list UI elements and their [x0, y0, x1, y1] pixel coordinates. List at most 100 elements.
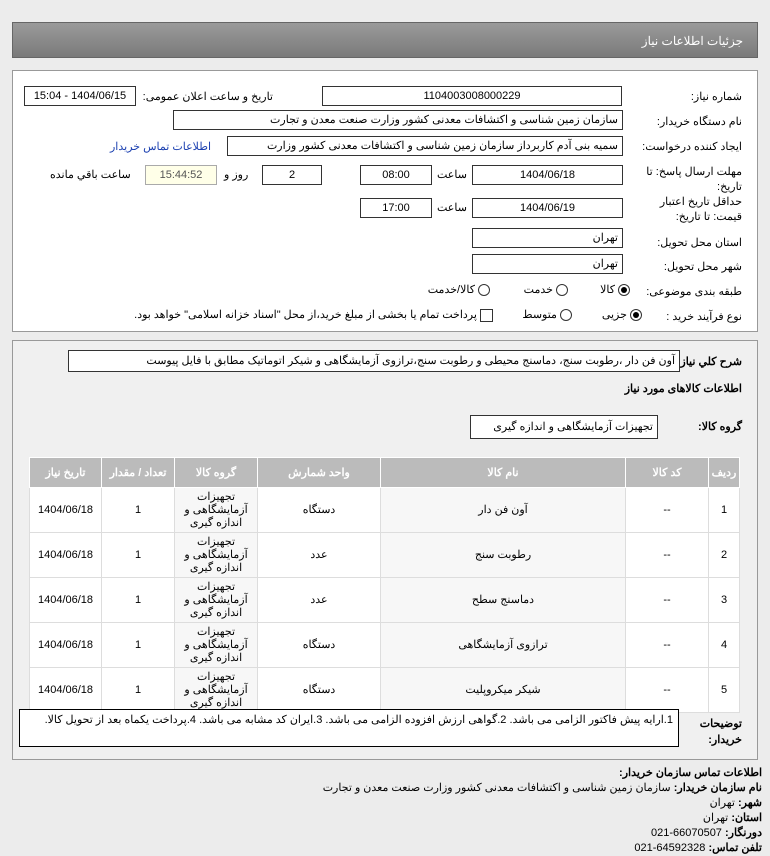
radio-icon — [560, 309, 572, 322]
deadline-label: مهلت ارسال پاسخ: تا تاریخ: — [646, 166, 742, 193]
cell-quantity: 1 — [101, 487, 175, 533]
cell-item-name: آون فن دار — [380, 487, 626, 533]
table-row: 1 -- آون فن دار دستگاه تجهیزات آزمایشگاهی و … — [29, 487, 740, 533]
contact-province: تهران — [702, 812, 729, 824]
radio-icon — [556, 284, 568, 297]
cell-unit: دستگاه — [257, 622, 381, 668]
col-row: ردیف — [708, 457, 740, 488]
col-date: تاریخ نیاز — [29, 457, 102, 488]
process-option-medium[interactable]: متوسط — [522, 308, 572, 322]
cell-item-group: تجهیزات آزمایشگاهی و اندازه گیری — [174, 487, 258, 533]
table-header-row: ردیف کد کالا نام کالا واحد شمارش گروه کا… — [29, 457, 740, 488]
page-header: جزئیات اطلاعات نیاز — [12, 22, 758, 58]
buyer-contact-link[interactable]: اطلاعات تماس خریدار — [110, 141, 212, 153]
days-field[interactable]: 2 — [262, 165, 322, 185]
cell-unit: دستگاه — [257, 667, 381, 713]
goods-table: ردیف کد کالا نام کالا واحد شمارش گروه کا… — [29, 457, 740, 713]
cell-item-code: -- — [625, 487, 709, 533]
cell-item-name: رطوبت سنج — [380, 532, 626, 578]
goods-group-field[interactable]: تجهیزات آزمایشگاهی و اندازه گیری — [470, 415, 658, 439]
cell-quantity: 1 — [101, 622, 175, 668]
cell-unit: عدد — [257, 577, 381, 623]
province-field[interactable]: تهران — [472, 228, 623, 248]
cell-unit: عدد — [257, 532, 381, 578]
cell-row-number: 2 — [708, 532, 740, 578]
col-unit: واحد شمارش — [257, 457, 381, 488]
table-row: 5 -- شیکر میکروپلیت دستگاه تجهیزات آزمایشگاه… — [29, 667, 740, 713]
cell-quantity: 1 — [101, 577, 175, 623]
contact-fax: 021-66070507 — [650, 827, 722, 839]
creator-field[interactable]: سمیه بنی آدم کاربرداز سازمان زمین شناسی … — [227, 136, 623, 156]
cell-item-group: تجهیزات آزمایشگاهی و اندازه گیری — [174, 532, 258, 578]
cell-item-code: -- — [625, 622, 709, 668]
deadline-time-label: ساعت — [437, 169, 467, 181]
need-number-label: شماره نیاز: — [690, 91, 742, 103]
summary-label: شرح کلي نیاز: — [676, 356, 742, 368]
validity-label: حداقل تاریخ اعتبار قیمت: تا تاریخ: — [659, 196, 742, 223]
cell-row-number: 1 — [708, 487, 740, 533]
process-label: نوع فرآیند خرید : — [666, 311, 742, 323]
cell-need-date: 1404/06/18 — [29, 577, 102, 623]
remaining-label: ساعت باقي مانده — [50, 169, 131, 181]
treasury-payment-checkbox[interactable]: پرداخت تمام یا بخشی از مبلغ خرید،از محل … — [134, 308, 493, 322]
need-number-field[interactable]: 1104003008000229 — [322, 86, 622, 106]
table-row: 3 -- دماسنج سطح عدد تجهیزات آزمایشگاهی و اند… — [29, 577, 740, 623]
cell-need-date: 1404/06/18 — [29, 667, 102, 713]
cell-need-date: 1404/06/18 — [29, 532, 102, 578]
contact-org: سازمان زمین شناسی و اکتشافات معدنی کشور … — [322, 782, 671, 794]
contact-title: اطلاعات تماس سازمان خریدار: — [619, 767, 762, 779]
col-group: گروه کالا — [174, 457, 258, 488]
province-label: استان محل تحویل: — [657, 237, 742, 249]
cell-need-date: 1404/06/18 — [29, 622, 102, 668]
deadline-time-field[interactable]: 08:00 — [360, 165, 432, 185]
validity-time-field[interactable]: 17:00 — [360, 198, 432, 218]
validity-date-field[interactable]: 1404/06/19 — [472, 198, 623, 218]
cell-item-group: تجهیزات آزمایشگاهی و اندازه گیری — [174, 667, 258, 713]
announce-field[interactable]: 1404/06/15 - 15:04 — [24, 86, 136, 106]
contact-city-label: شهر: — [737, 797, 762, 809]
contact-province-label: استان: — [731, 812, 762, 824]
cell-quantity: 1 — [101, 667, 175, 713]
cell-row-number: 4 — [708, 622, 740, 668]
radio-icon — [630, 309, 642, 322]
category-option-service[interactable]: خدمت — [524, 283, 568, 297]
city-field[interactable]: تهران — [472, 254, 623, 274]
radio-icon — [618, 284, 630, 297]
col-code: کد کالا — [625, 457, 709, 488]
col-name: نام کالا — [380, 457, 626, 488]
category-option-goods[interactable]: کالا — [600, 283, 630, 297]
contact-org-label: نام سازمان خریدار: — [673, 782, 762, 794]
category-label: طبقه بندی موضوعی: — [646, 286, 742, 298]
notes-label: توضیحات خریدار: — [699, 718, 742, 746]
deadline-date-field[interactable]: 1404/06/18 — [472, 165, 623, 185]
radio-icon — [478, 284, 490, 297]
col-qty: تعداد / مقدار — [101, 457, 175, 488]
cell-item-group: تجهیزات آزمایشگاهی و اندازه گیری — [174, 577, 258, 623]
checkbox-icon — [480, 308, 493, 322]
cell-quantity: 1 — [101, 532, 175, 578]
buyer-org-field[interactable]: سازمان زمین شناسی و اکتشافات معدنی کشور … — [173, 110, 623, 130]
table-row: 2 -- رطوبت سنج عدد تجهیزات آزمایشگاهی و اندا… — [29, 532, 740, 578]
contact-city: تهران — [709, 797, 735, 809]
creator-label: ایجاد کننده درخواست: — [642, 141, 742, 153]
contact-phone-label: تلفن تماس: — [708, 842, 762, 854]
table-row: 4 -- ترازوی آزمایشگاهی دستگاه تجهیزات آزمایش… — [29, 622, 740, 668]
cell-item-name: دماسنج سطح — [380, 577, 626, 623]
summary-field[interactable]: آون فن دار ،رطوبت سنج، دماسنج محیطی و رط… — [68, 350, 680, 372]
validity-time-label: ساعت — [437, 202, 467, 214]
cell-row-number: 5 — [708, 667, 740, 713]
remaining-time-field: 15:44:52 — [145, 165, 217, 185]
cell-unit: دستگاه — [257, 487, 381, 533]
cell-item-code: -- — [625, 532, 709, 578]
buyer-org-label: نام دستگاه خریدار: — [656, 116, 742, 128]
cell-row-number: 3 — [708, 577, 740, 623]
buyer-contact-info: اطلاعات تماس سازمان خریدار: نام سازمان خ… — [323, 766, 762, 856]
category-option-both[interactable]: کالا/خدمت — [428, 283, 490, 297]
cell-item-name: شیکر میکروپلیت — [380, 667, 626, 713]
process-option-minor[interactable]: جزیی — [602, 308, 642, 322]
contact-phone: 021-64592328 — [634, 842, 706, 854]
cell-need-date: 1404/06/18 — [29, 487, 102, 533]
days-label: روز و — [224, 169, 249, 181]
cell-item-group: تجهیزات آزمایشگاهی و اندازه گیری — [174, 622, 258, 668]
city-label: شهر محل تحویل: — [663, 261, 742, 273]
